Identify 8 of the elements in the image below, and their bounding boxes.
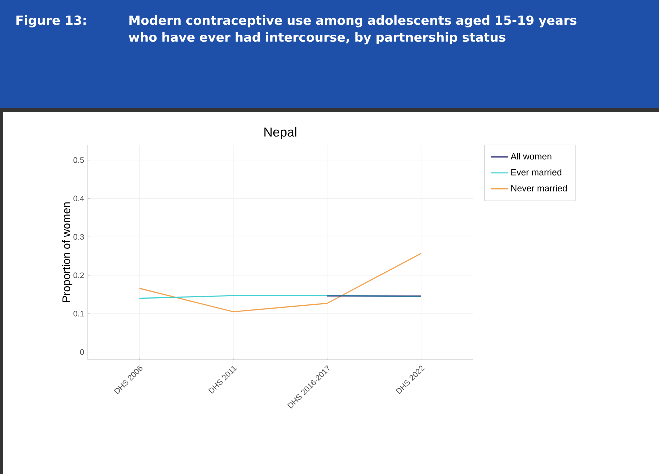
line-series <box>139 253 422 313</box>
caption: Figure 13: <box>16 16 86 28</box>
y-axis-title: Proportion of women <box>62 202 73 302</box>
legend-label: All women <box>510 153 552 160</box>
text: Modern contraceptive use among adolescents aged 15-19 years who have ever had intercourse, by partnership status <box>128 16 577 45</box>
legend-label: Ever married <box>512 169 562 176</box>
legend-label: Never married <box>512 185 568 192</box>
chart-title: Nepal <box>264 127 297 140</box>
